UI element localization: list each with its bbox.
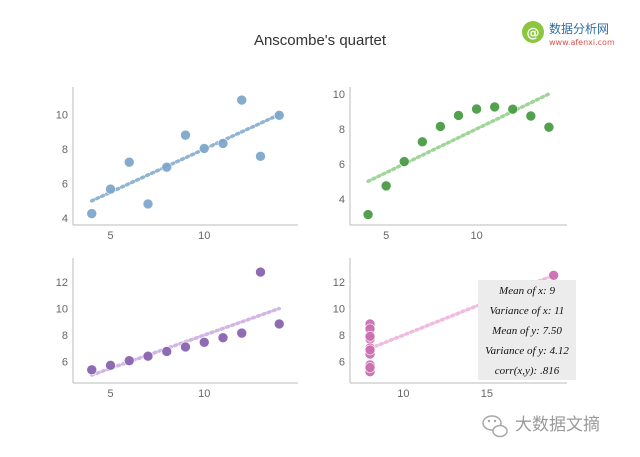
data-point [161, 346, 173, 357]
y-tick-label: 10 [56, 110, 68, 122]
y-tick-label: 12 [56, 277, 68, 289]
x-tick-label: 5 [107, 388, 113, 400]
panel-top-left: 5 10 4 6 8 10 [56, 87, 298, 242]
data-point [255, 151, 266, 162]
wechat-account-name: 大数据文摘 [515, 415, 600, 435]
data-point [398, 156, 410, 167]
y-tick-label: 8 [62, 144, 68, 156]
data-point [105, 183, 116, 195]
stat-correlation: corr(x,y): .816 [495, 365, 560, 377]
y-tick-label: 6 [62, 357, 68, 369]
y-tick-label: 8 [339, 124, 345, 136]
x-tick-label: 5 [107, 230, 113, 242]
fit-line [366, 92, 551, 184]
data-point [364, 362, 376, 373]
afenxi-logo-glyph: @ [527, 26, 540, 41]
data-point [217, 138, 229, 149]
x-tick-label: 10 [470, 230, 482, 242]
x-tick-label: 10 [397, 388, 409, 400]
x-tick-label: 10 [198, 388, 210, 400]
y-tick-label: 6 [339, 159, 345, 171]
afenxi-url: www.afenxi.com [549, 38, 615, 47]
data-point [364, 331, 376, 342]
x-tick-label: 5 [383, 230, 389, 242]
data-point [123, 355, 135, 366]
data-point [236, 94, 248, 106]
data-point [525, 110, 537, 122]
y-tick-label: 8 [62, 330, 68, 342]
data-point [105, 360, 116, 371]
y-tick-label: 4 [339, 194, 345, 206]
data-point [273, 109, 285, 121]
data-point [362, 209, 374, 220]
x-tick-label: 15 [481, 388, 493, 400]
data-point [161, 161, 173, 173]
panel-bottom-right: 10 15 6 8 10 12 [333, 258, 567, 400]
data-point [142, 198, 154, 210]
stat-variance-y: Variance of y: 4.12 [485, 345, 569, 357]
data-point [489, 101, 500, 113]
data-point [273, 318, 285, 330]
data-point [380, 180, 392, 192]
y-tick-label: 6 [62, 179, 68, 191]
data-point [471, 103, 482, 115]
data-point [198, 143, 210, 154]
stat-mean-x: Mean of x: 9 [498, 285, 555, 297]
y-tick-label: 10 [333, 89, 345, 101]
data-point [435, 121, 446, 132]
data-point [86, 208, 98, 219]
y-tick-label: 12 [333, 277, 345, 289]
data-point [453, 110, 464, 121]
panel-top-right: 5 10 4 6 8 10 [333, 87, 567, 242]
data-point [364, 344, 376, 356]
data-point [180, 341, 191, 353]
data-point [217, 332, 229, 343]
y-tick-label: 4 [62, 213, 68, 225]
stats-annotation: Mean of x: 9 Variance of x: 11 Mean of y… [478, 280, 576, 380]
chart-title: Anscombe's quartet [254, 32, 387, 49]
afenxi-watermark: @ 数据分析网 www.afenxi.com [522, 21, 615, 47]
data-point [86, 364, 98, 376]
x-tick-label: 10 [198, 230, 210, 242]
panel-bottom-left: 5 10 6 8 10 12 [56, 258, 298, 400]
data-point [255, 266, 266, 278]
y-tick-label: 6 [339, 357, 345, 369]
data-point [417, 136, 428, 148]
panels: 5 10 4 6 8 10 5 10 4 6 8 10 5 10 6 8 10 12 10 15 6 8 10 12 [56, 87, 567, 400]
wechat-icon [482, 415, 508, 438]
y-tick-label: 10 [56, 304, 68, 316]
stat-variance-x: Variance of x: 11 [490, 305, 565, 317]
stat-mean-y: Mean of y: 7.50 [491, 325, 562, 337]
afenxi-name: 数据分析网 [549, 21, 609, 36]
data-point [142, 350, 154, 362]
data-point [507, 103, 519, 115]
stats-box [478, 280, 576, 380]
fit-line [90, 112, 281, 203]
data-point [198, 337, 210, 348]
y-tick-label: 8 [339, 330, 345, 342]
y-tick-label: 10 [333, 304, 345, 316]
data-point [548, 269, 559, 281]
data-point [180, 129, 191, 141]
data-point [236, 327, 248, 339]
data-point [543, 121, 555, 133]
data-point [123, 156, 135, 168]
wechat-watermark: 大数据文摘 [482, 415, 600, 438]
afenxi-logo-icon [522, 21, 544, 43]
